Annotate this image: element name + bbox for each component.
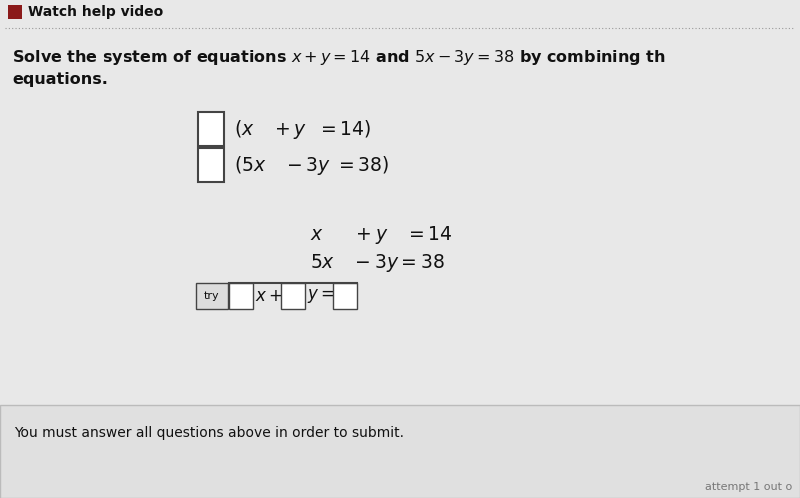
Text: try: try: [204, 291, 220, 301]
Text: $(x\quad +y\ \ =14)$: $(x\quad +y\ \ =14)$: [234, 118, 371, 140]
FancyBboxPatch shape: [0, 405, 800, 498]
Text: Solve the system of equations $x + y = 14$ and $5x - 3y = 38$ by combining th: Solve the system of equations $x + y = 1…: [12, 48, 666, 67]
Text: $(5x\ \ \ -3y\ =38)$: $(5x\ \ \ -3y\ =38)$: [234, 153, 390, 176]
FancyBboxPatch shape: [8, 5, 22, 19]
FancyBboxPatch shape: [198, 148, 224, 182]
Text: attempt 1 out o: attempt 1 out o: [705, 482, 792, 492]
Text: You must answer all questions above in order to submit.: You must answer all questions above in o…: [14, 426, 404, 440]
Text: $y=$: $y=$: [307, 287, 334, 305]
FancyBboxPatch shape: [196, 283, 228, 309]
Text: $x+$: $x+$: [255, 287, 282, 304]
Text: Watch help video: Watch help video: [28, 5, 163, 19]
FancyBboxPatch shape: [281, 283, 305, 309]
Text: $x\quad\ \ +y\ \ \ = 14$: $x\quad\ \ +y\ \ \ = 14$: [310, 224, 452, 246]
FancyBboxPatch shape: [229, 283, 253, 309]
Text: equations.: equations.: [12, 72, 108, 87]
Text: $5x\ \ \ -3y = 38$: $5x\ \ \ -3y = 38$: [310, 252, 445, 274]
FancyBboxPatch shape: [333, 283, 357, 309]
FancyBboxPatch shape: [198, 112, 224, 146]
